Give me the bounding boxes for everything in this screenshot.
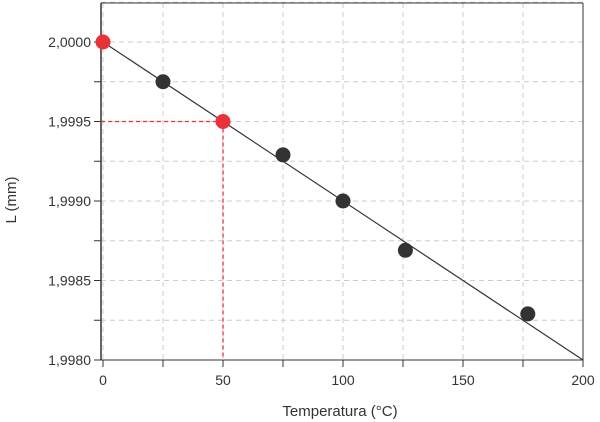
y-tick-label: 1,9995 [48,114,91,130]
x-tick-label: 200 [571,372,595,388]
y-tick-label: 2,0000 [48,34,91,50]
data-point [335,193,351,209]
grid [101,1,583,360]
y-tick-label: 1,9980 [48,352,91,368]
x-tick-label: 100 [331,372,355,388]
marks [95,34,584,361]
y-axis-label: L (mm) [3,177,20,224]
x-axis-label: Temperatura (°C) [282,403,397,420]
y-tick-label: 1,9985 [48,273,91,289]
axes: 0 50 100 150 200 1,9980 1,9985 1,9990 1,9995 2,00… [48,2,595,388]
data-point [275,147,291,163]
x-tick-label: 150 [451,372,475,388]
data-point [155,74,171,90]
x-tick-label: 0 [99,372,107,388]
data-point [397,242,413,258]
data-point [95,34,111,50]
data-point [520,306,536,322]
x-tick-label: 50 [215,372,231,388]
data-point [215,114,231,129]
y-tick-label: 1,9990 [48,193,91,209]
